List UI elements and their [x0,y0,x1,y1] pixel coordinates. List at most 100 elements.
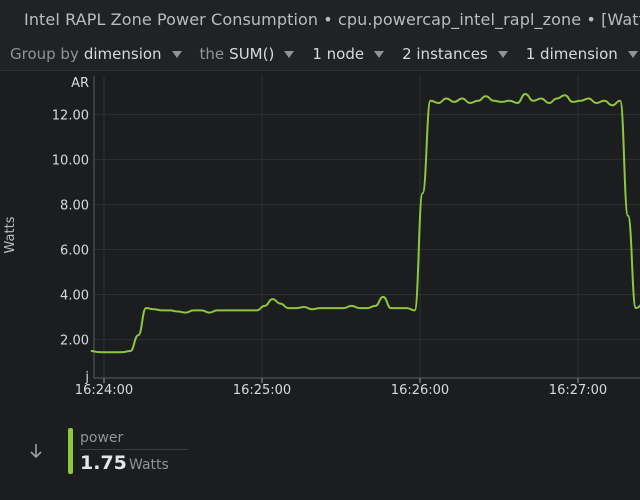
data-point [358,307,360,309]
y-tick-label: 6.00 [60,244,89,259]
data-point [153,308,155,310]
data-point [272,298,274,300]
data-point [572,101,574,103]
data-point [603,100,605,102]
nodes-value: 1 node [312,45,365,63]
data-point [303,306,305,308]
data-point [240,309,242,311]
x-tick-label: 16:24:00 [75,383,133,398]
data-point [248,309,250,311]
data-point [509,100,511,102]
data-point [469,102,471,104]
data-point [398,307,400,309]
x-tick-label: 16:27:00 [549,383,607,398]
data-point [588,98,590,100]
grid-lines [94,76,640,378]
data-point [161,309,163,311]
data-point [193,309,195,311]
data-point [485,95,487,97]
data-point [169,309,171,311]
data-point [216,309,218,311]
y-axis-top-label: AR [71,76,89,91]
group-by-dropdown[interactable]: Group by dimension [10,45,182,63]
data-point [224,309,226,311]
data-point [343,307,345,309]
series-layer [90,93,640,354]
chevron-down-icon [171,50,182,58]
data-point [493,100,495,102]
data-point [114,351,116,353]
data-point [295,307,297,309]
data-point [477,100,479,102]
y-tick-label: 2.00 [60,334,89,349]
legend-color-bar [68,428,73,474]
data-point [256,309,258,311]
data-point [129,350,131,352]
aggregation-prefix: the [199,45,225,63]
data-point [232,309,234,311]
data-point [422,192,424,194]
data-point [121,351,123,353]
group-by-value: dimension [83,45,162,63]
data-point [311,308,313,310]
data-point [98,351,100,353]
aggregation-value: SUM() [229,45,275,63]
data-point [264,305,266,307]
legend-series-name: power [80,430,124,446]
data-point [351,305,353,307]
data-point [106,351,108,353]
data-point [382,296,384,298]
data-point [137,334,139,336]
x-tick-label: 16:26:00 [391,383,449,398]
data-point [335,307,337,309]
legend-unit: Watts [129,457,169,473]
chevron-down-icon [497,50,508,58]
data-point [374,305,376,307]
data-point [279,303,281,305]
data-point [200,309,202,311]
power-line-chart[interactable]: 2.00 4.00 6.00 8.00 10.00 12.00 16:24:00 16:25:… [0,70,640,398]
data-point [540,98,542,100]
dimensions-dropdown[interactable]: 1 dimension [526,45,638,63]
data-point [327,307,329,309]
aggregation-dropdown[interactable]: the SUM() [200,45,295,63]
y-axis-label: Watts [3,216,18,253]
data-point [185,312,187,314]
data-point [532,100,534,102]
tick-labels: 2.00 4.00 6.00 8.00 10.00 12.00 16:24:00 16:25:… [52,108,607,398]
data-point [414,309,416,311]
legend-divider [80,449,188,450]
axes [93,76,640,383]
y-tick-label: 10.00 [52,153,89,168]
data-point [627,215,629,217]
data-point [619,100,621,102]
chart-controls: Group by dimension the SUM() 1 node 2 in… [0,38,640,71]
chevron-down-icon [284,50,295,58]
data-point [90,350,92,352]
data-point [461,98,463,100]
data-point [595,102,597,104]
data-point [580,100,582,102]
chevron-down-icon [627,50,638,58]
data-point [366,307,368,309]
nodes-dropdown[interactable]: 1 node [312,45,385,63]
data-point [556,98,558,100]
data-point [287,307,289,309]
chart-area[interactable]: 2.00 4.00 6.00 8.00 10.00 12.00 16:24:00 16:25:… [0,70,640,398]
data-point [635,307,637,309]
series-line-power [90,93,640,354]
data-point [177,311,179,313]
arrow-down-icon[interactable] [28,442,44,460]
data-point [208,312,210,314]
data-point [145,307,147,309]
data-point [524,93,526,95]
data-point [501,101,503,103]
data-point [437,102,439,104]
y-axis-bottom-label: j [84,370,89,385]
instances-dropdown[interactable]: 2 instances [402,45,508,63]
data-point [390,307,392,309]
dimensions-value: 1 dimension [525,45,618,63]
group-by-label: Group by [10,45,79,63]
data-point [319,307,321,309]
chart-title: Intel RAPL Zone Power Consumption • cpu.… [24,9,640,29]
